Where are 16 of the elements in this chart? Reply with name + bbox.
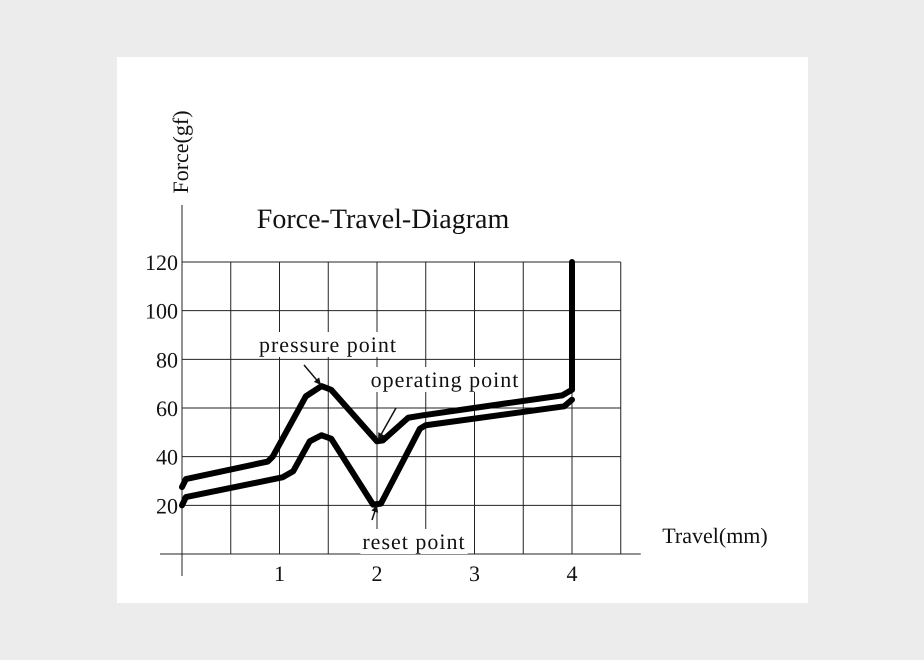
y-tick-label: 120 <box>145 250 178 275</box>
y-tick-label: 80 <box>156 347 178 372</box>
y-tick-label: 60 <box>156 396 178 421</box>
annotation: operating point <box>370 367 520 392</box>
chart-title: Force-Travel-Diagram <box>256 204 510 235</box>
y-tick-label: 20 <box>156 493 178 518</box>
x-tick-label: 2 <box>372 561 382 586</box>
annotation: pressure point <box>258 332 398 357</box>
x-tick-label: 4 <box>566 561 578 586</box>
y-tick-label: 100 <box>145 298 178 324</box>
annotation: reset point <box>362 529 466 554</box>
x-tick-label: 3 <box>469 561 480 586</box>
y-axis-title: Force(gf) <box>168 110 193 194</box>
y-tick-label: 40 <box>156 444 178 470</box>
x-tick-label: 1 <box>274 561 285 586</box>
x-axis-title: Travel(mm) <box>662 523 768 548</box>
